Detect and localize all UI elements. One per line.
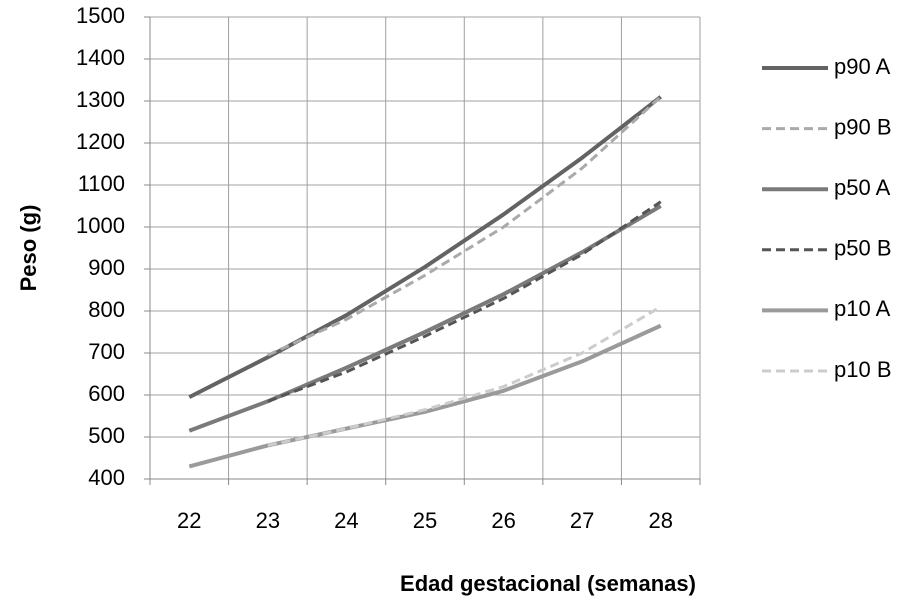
y-tick-label: 400: [88, 465, 125, 490]
y-tick-label: 1300: [76, 87, 125, 112]
series-line: [267, 200, 662, 403]
y-tick-label: 1400: [76, 45, 125, 70]
y-axis-title: Peso (g): [16, 205, 41, 292]
legend-label: p50 B: [834, 236, 892, 261]
x-tick-label: 22: [177, 508, 201, 533]
series-line: [188, 204, 662, 433]
legend-label: p50 A: [834, 175, 891, 200]
legend-label: p10 B: [834, 357, 892, 382]
legend-label: p90 B: [834, 114, 892, 139]
y-tick-label: 1500: [76, 3, 125, 28]
y-tick-label: 1000: [76, 213, 125, 238]
x-tick-label: 25: [413, 508, 437, 533]
y-tick-label: 900: [88, 255, 125, 280]
x-tick-label: 26: [491, 508, 515, 533]
x-axis-title: Edad gestacional (semanas): [400, 571, 696, 596]
series-line: [267, 95, 662, 357]
y-tick-label: 600: [88, 381, 125, 406]
legend-label: p10 A: [834, 296, 891, 321]
y-tick-label: 1100: [78, 171, 125, 196]
series-line: [188, 95, 662, 399]
y-tick-label: 700: [88, 339, 125, 364]
x-tick-label: 24: [334, 508, 358, 533]
y-tick-label: 500: [88, 423, 125, 448]
legend-label: p90 A: [834, 54, 891, 79]
x-tick-label: 28: [648, 508, 672, 533]
x-tick-label: 23: [256, 508, 280, 533]
y-tick-label: 800: [88, 297, 125, 322]
series-line: [188, 323, 662, 469]
x-tick-label: 27: [570, 508, 594, 533]
y-tick-label: 1200: [76, 129, 125, 154]
series-line: [267, 305, 662, 447]
